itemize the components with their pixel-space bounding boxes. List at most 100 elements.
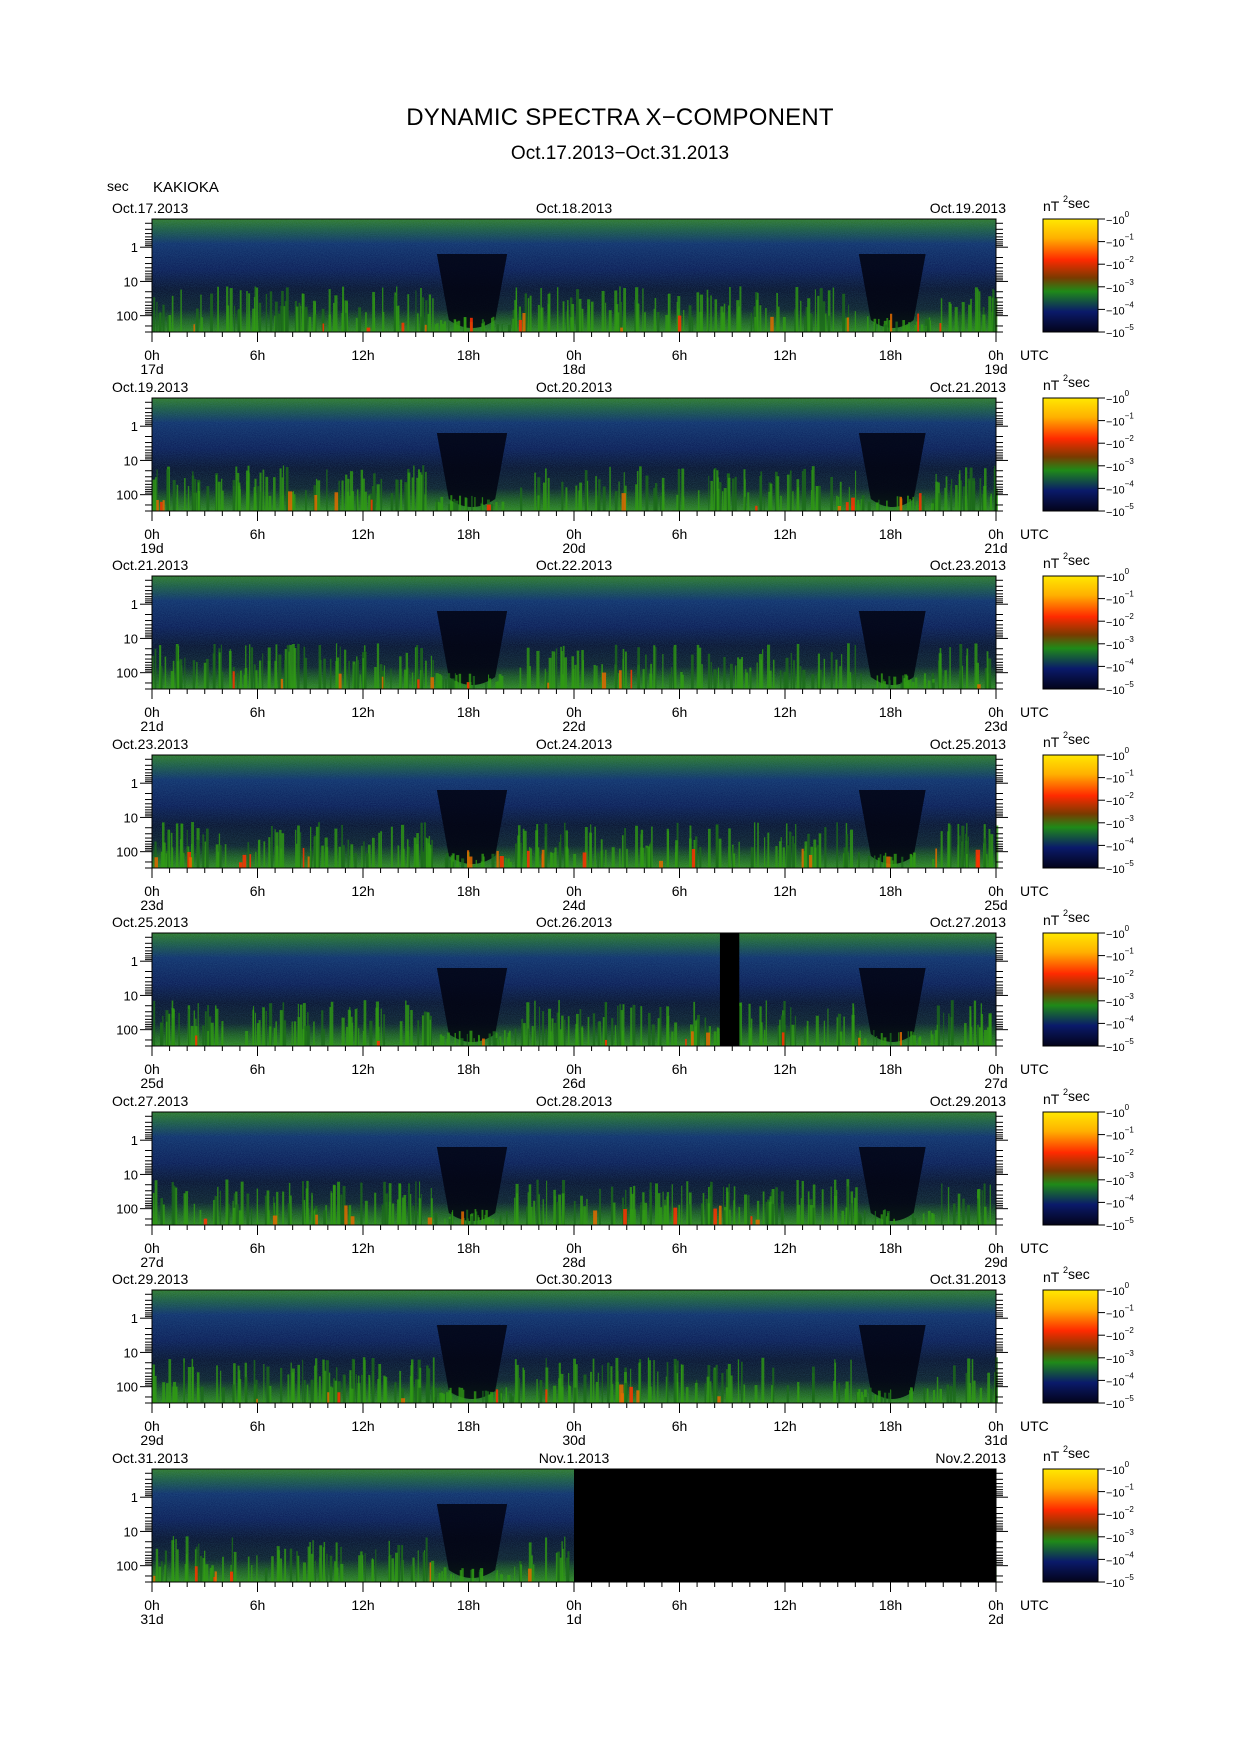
x-tick-label: 0h [566, 704, 582, 720]
colorbar-unit: nT 2sec [1043, 194, 1090, 214]
y-tick-label: 10 [124, 1345, 138, 1360]
x-tick-label: 0h [988, 883, 1004, 899]
colorbar-tick-label: −10−5 [1106, 323, 1134, 340]
x-tick-label: 0h [988, 347, 1004, 363]
x-axis-unit: UTC [1020, 883, 1049, 899]
x-tick-label: 12h [351, 1597, 374, 1613]
y-tick-label: 10 [124, 631, 138, 646]
x-tick-label: 0h [144, 883, 160, 899]
panel-date-label: Oct.18.2013 [536, 200, 612, 216]
x-tick-label: 12h [773, 1240, 796, 1256]
colorbar-tick-label: −10−2 [1106, 1148, 1134, 1165]
page-subtitle: Oct.17.2013−Oct.31.2013 [510, 143, 730, 164]
colorbar-unit: nT 2sec [1043, 1087, 1090, 1107]
panel-date-label: Nov.2.2013 [935, 1450, 1006, 1466]
x-axis-unit: UTC [1020, 1418, 1049, 1434]
y-tick-label: 100 [116, 1202, 138, 1217]
panel-date-label: Oct.30.2013 [536, 1271, 612, 1287]
x-axis: 0h 6h 12h 18h 0h 6h 12h 18h 0h UTC 27d 28d 29d [140, 1225, 1049, 1270]
no-data-region [719, 933, 740, 1046]
day-label: 25d [984, 897, 1007, 913]
x-tick-label: 0h [988, 1418, 1004, 1434]
x-tick-label: 18h [879, 1240, 902, 1256]
colorbar-tick-label: −10−2 [1106, 1326, 1134, 1343]
y-tick-label: 100 [116, 666, 138, 681]
panel-date-label: Oct.21.2013 [930, 379, 1006, 395]
x-tick-label: 12h [351, 704, 374, 720]
x-tick-label: 0h [144, 704, 160, 720]
colorbar-tick-label: −10−2 [1106, 1505, 1134, 1522]
x-tick-label: 18h [879, 347, 902, 363]
colorbar-tick-label: −10−5 [1106, 1573, 1134, 1590]
colorbar-tick-label: −10−3 [1106, 814, 1134, 831]
colorbar: nT 2sec −100 −10−1 −10−2 −10−3 −10−4 −10−5 [1042, 194, 1134, 340]
colorbar-tick-label: −100 [1106, 1103, 1130, 1120]
day-label: 23d [984, 718, 1007, 734]
panel-date-label: Oct.27.2013 [930, 914, 1006, 930]
day-label: 29d [984, 1254, 1007, 1270]
colorbar-tick-label: −10−1 [1106, 947, 1134, 964]
colorbar-tick-label: −10−2 [1106, 969, 1134, 986]
y-tick-label: 1 [131, 597, 138, 612]
x-tick-label: 18h [879, 704, 902, 720]
y-tick-label: 1 [131, 240, 138, 255]
y-tick-label: 10 [124, 1524, 138, 1539]
panel-7: Oct.29.2013 Oct.30.2013 Oct.31.20131101000… [112, 1265, 1134, 1448]
x-tick-label: 0h [566, 1240, 582, 1256]
x-tick-label: 12h [773, 1418, 796, 1434]
colorbar-tick-label: −10−5 [1106, 1216, 1134, 1233]
day-label: 29d [140, 1432, 163, 1448]
colorbar-tick-label: −100 [1106, 1281, 1130, 1298]
x-axis-unit: UTC [1020, 1240, 1049, 1256]
x-axis-unit: UTC [1020, 704, 1049, 720]
y-tick-label: 10 [124, 1167, 138, 1182]
day-label: 26d [562, 1075, 585, 1091]
day-label: 19d [140, 540, 163, 556]
colorbar-tick-label: −10−4 [1106, 1550, 1134, 1567]
x-axis: 0h 6h 12h 18h 0h 6h 12h 18h 0h UTC 23d 24d 25d [140, 868, 1049, 913]
panel-4: Oct.23.2013 Oct.24.2013 Oct.25.20131101000… [112, 730, 1134, 913]
y-tick-label: 100 [116, 309, 138, 324]
x-tick-label: 12h [773, 347, 796, 363]
y-axis: 1 10 100 [116, 758, 1008, 869]
y-axis-unit-label: sec [107, 178, 129, 194]
day-label: 28d [562, 1254, 585, 1270]
day-label: 23d [140, 897, 163, 913]
x-tick-label: 0h [144, 1061, 160, 1077]
y-tick-label: 100 [116, 845, 138, 860]
y-tick-label: 100 [116, 1380, 138, 1395]
y-tick-label: 1 [131, 776, 138, 791]
station-name: KAKIOKA [153, 179, 219, 196]
day-label: 19d [984, 361, 1007, 377]
panel-date-label: Oct.29.2013 [112, 1271, 188, 1287]
x-tick-label: 6h [250, 1418, 266, 1434]
colorbar-tick-label: −10−4 [1106, 657, 1134, 674]
y-axis: 1 10 100 [116, 579, 1008, 690]
panel-date-label: Oct.28.2013 [536, 1093, 612, 1109]
y-tick-label: 1 [131, 1311, 138, 1326]
x-tick-label: 6h [672, 1061, 688, 1077]
y-tick-label: 100 [116, 488, 138, 503]
colorbar-unit: nT 2sec [1043, 551, 1090, 571]
x-axis: 0h 6h 12h 18h 0h 6h 12h 18h 0h UTC 25d 26d 27d [140, 1046, 1049, 1091]
colorbar-unit: nT 2sec [1043, 908, 1090, 928]
colorbar-tick-label: −10−1 [1106, 233, 1134, 250]
y-axis: 1 10 100 [116, 401, 1008, 512]
x-tick-label: 0h [566, 347, 582, 363]
colorbar-tick-label: −10−3 [1106, 278, 1134, 295]
colorbar-tick-label: −10−3 [1106, 635, 1134, 652]
colorbar-tick-label: −100 [1106, 389, 1130, 406]
panel-date-label: Oct.27.2013 [112, 1093, 188, 1109]
x-tick-label: 0h [988, 704, 1004, 720]
y-axis: 1 10 100 [116, 1115, 1008, 1226]
panel-date-label: Oct.20.2013 [536, 379, 612, 395]
colorbar-tick-label: −10−2 [1106, 434, 1134, 451]
x-tick-label: 6h [250, 347, 266, 363]
y-tick-label: 1 [131, 954, 138, 969]
x-tick-label: 6h [250, 1240, 266, 1256]
x-tick-label: 0h [988, 526, 1004, 542]
y-axis: 1 10 100 [116, 1293, 1008, 1404]
panel-date-label: Oct.26.2013 [536, 914, 612, 930]
x-tick-label: 0h [566, 883, 582, 899]
